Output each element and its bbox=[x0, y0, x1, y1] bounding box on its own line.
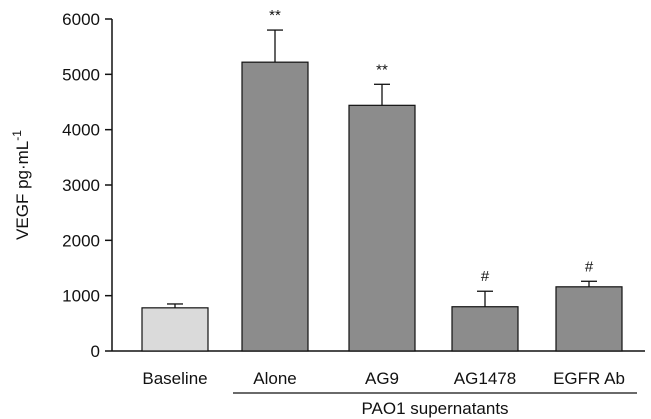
y-tick-label: 2000 bbox=[62, 231, 100, 250]
bar-alone bbox=[241, 61, 309, 352]
y-axis-label: VEGF pg·mL-1 bbox=[10, 130, 32, 240]
category-labels: Baseline Alone AG9 AG1478 EGFR Ab bbox=[142, 369, 625, 388]
y-tick-label: 4000 bbox=[62, 121, 100, 140]
significance-marker: # bbox=[585, 258, 594, 275]
significance-marker: # bbox=[481, 268, 490, 285]
y-axis-ticks: 0 1000 2000 3000 4000 5000 6000 bbox=[62, 10, 112, 361]
significance-marker: ** bbox=[376, 61, 388, 78]
x-category-label: AG1478 bbox=[454, 369, 516, 388]
x-category-label: AG9 bbox=[365, 369, 399, 388]
x-category-label: EGFR Ab bbox=[553, 369, 625, 388]
bars-group bbox=[141, 61, 623, 352]
y-tick-label: 5000 bbox=[62, 65, 100, 84]
y-tick-label: 1000 bbox=[62, 287, 100, 306]
y-tick-label: 6000 bbox=[62, 10, 100, 29]
y-axis-label-text: VEGF pg·mL bbox=[13, 141, 32, 240]
significance-annotations: ** ** # # bbox=[269, 7, 594, 285]
y-axis-label-superscript: -1 bbox=[10, 130, 24, 141]
bar-ag9 bbox=[348, 104, 416, 352]
bar-egfr-ab bbox=[555, 286, 623, 352]
bar-ag1478 bbox=[451, 306, 519, 352]
significance-marker: ** bbox=[269, 7, 281, 24]
group-label: PAO1 supernatants bbox=[361, 399, 508, 418]
bar-baseline bbox=[141, 307, 209, 352]
error-bars-group bbox=[167, 29, 597, 308]
x-category-label: Baseline bbox=[142, 369, 207, 388]
y-tick-label: 0 bbox=[91, 342, 100, 361]
x-category-label: Alone bbox=[253, 369, 296, 388]
y-tick-label: 3000 bbox=[62, 176, 100, 195]
